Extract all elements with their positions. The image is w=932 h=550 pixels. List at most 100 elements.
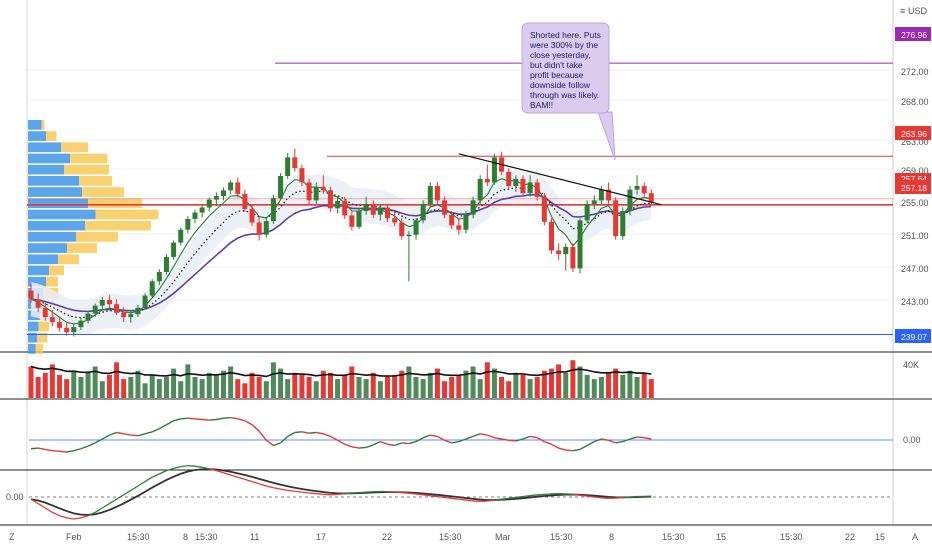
oscillator-segment	[622, 438, 631, 443]
note-line-1: Shorted here. Puts	[530, 30, 601, 40]
profile-bar-yellow	[76, 232, 118, 242]
volume-pane	[28, 360, 654, 398]
oscillator-segment	[52, 450, 60, 453]
profile-bar-blue	[28, 120, 42, 130]
badge-red-mid-text: 257.18	[901, 183, 927, 193]
profile-bar-yellow	[46, 131, 57, 141]
profile-bar-blue	[28, 232, 76, 242]
candle-body	[49, 317, 55, 323]
time-axis[interactable]: Z Feb 15:30 8 15:30 11 17 22 15:30 Mar 1…	[9, 532, 918, 542]
note-line-4: but didn't take	[530, 60, 583, 70]
profile-bar-yellow	[95, 209, 159, 220]
time-label-7: 15:30	[439, 532, 462, 542]
macd-segment	[87, 511, 96, 517]
oscillator-segment	[194, 418, 203, 421]
volume-bar	[385, 377, 390, 398]
oscillator-segment	[586, 440, 595, 447]
oscillator-segment	[159, 424, 167, 430]
oscillator-segment	[251, 424, 260, 432]
macd-segment	[180, 465, 188, 468]
profile-bar-yellow	[37, 332, 48, 343]
candle-body	[570, 246, 576, 269]
profile-bar-blue	[28, 209, 96, 220]
macd-segment	[530, 494, 538, 497]
oscillator-segment	[615, 440, 623, 444]
oscillator-segment	[287, 431, 296, 438]
trendline[interactable]	[458, 153, 662, 206]
macd-segment	[309, 492, 317, 495]
oscillator-segment	[216, 417, 224, 421]
macd-segment	[423, 494, 431, 497]
volume-bar	[327, 372, 333, 398]
macd-segment	[579, 494, 588, 497]
annotation-callout[interactable]: Shorted here. Puts were 300% by the clos…	[521, 22, 616, 161]
oscillator-segment	[444, 439, 452, 444]
oscillator-segment	[244, 420, 253, 426]
macd-segment	[116, 494, 125, 500]
profile-bar-blue	[28, 276, 46, 287]
candle-body	[64, 327, 70, 333]
oscillator-segment	[180, 417, 188, 420]
volume-bar	[42, 372, 48, 398]
volume-bar	[213, 374, 219, 398]
oscillator-segment	[316, 431, 324, 435]
candle-body	[556, 250, 562, 255]
oscillator-segment	[187, 417, 196, 420]
macd-segment	[301, 491, 310, 494]
volume-bar	[570, 360, 576, 398]
candle-body	[591, 200, 597, 204]
price-tick-4: 259.00	[901, 166, 929, 176]
time-label-12: 15	[716, 532, 726, 542]
time-corner-left[interactable]: Z	[9, 532, 15, 542]
volume-bar	[320, 370, 326, 398]
profile-bar-yellow	[64, 164, 109, 175]
macd-segment	[130, 485, 139, 491]
volume-bar	[513, 372, 519, 398]
volume-bar	[591, 379, 597, 398]
candlesticks	[28, 148, 654, 337]
time-corner-right[interactable]: A	[912, 532, 918, 542]
volume-bar	[92, 366, 98, 398]
candle-body	[413, 220, 419, 235]
settings-icon[interactable]: ≡	[900, 6, 905, 16]
profile-bar-yellow	[70, 153, 108, 164]
candle-body	[228, 182, 234, 191]
volume-bar	[142, 383, 148, 398]
candle-body	[513, 178, 519, 187]
macd-segment	[94, 507, 103, 513]
horizontal-levels[interactable]	[27, 62, 893, 335]
oscillator-segment	[544, 440, 552, 445]
volume-bar	[534, 377, 540, 398]
candle-body	[35, 299, 41, 308]
macd-segment	[572, 493, 581, 496]
time-label-1: 15:30	[127, 532, 150, 542]
profile-bar-yellow	[67, 243, 97, 253]
oscillator-segment	[430, 434, 438, 438]
candle-body	[484, 178, 490, 183]
candle-body	[392, 218, 398, 223]
macd-segment	[444, 496, 452, 499]
oscillator-segment	[301, 431, 310, 434]
volume-bar	[313, 381, 319, 398]
badge-blue	[895, 329, 931, 343]
candle-body	[534, 182, 540, 197]
candle-body	[299, 168, 305, 183]
currency-label[interactable]: USD	[908, 6, 928, 16]
currency-selector[interactable]: ≡ USD	[900, 6, 928, 16]
oscillator-segment	[273, 442, 281, 447]
candle-body	[221, 190, 227, 197]
oscillator-segment	[45, 448, 53, 452]
oscillator-segment	[636, 436, 645, 439]
moving-averages	[30, 178, 652, 325]
price-tick-7: 247.00	[901, 264, 929, 274]
macd-segment	[337, 493, 345, 496]
volume-bar	[548, 368, 554, 398]
volume-bar	[156, 379, 162, 398]
profile-bar-yellow	[82, 187, 124, 197]
time-label-2: 8	[183, 532, 188, 542]
candle-body	[171, 242, 177, 257]
macd-segment	[151, 473, 160, 478]
volume-bar	[270, 362, 276, 398]
oscillator-segment	[294, 431, 303, 434]
